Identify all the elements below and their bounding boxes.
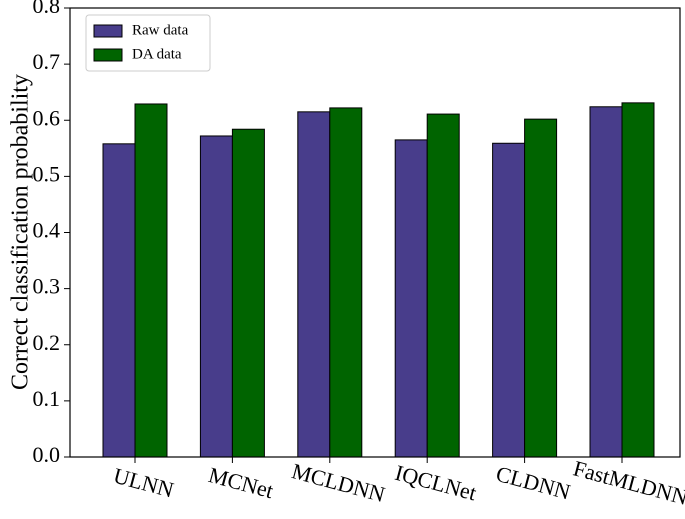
y-tick-label: 0.3 bbox=[33, 274, 61, 299]
y-tick-label: 0.7 bbox=[33, 49, 61, 74]
plot-frame bbox=[69, 7, 681, 458]
bar bbox=[199, 135, 233, 458]
y-axis-label: Correct classification probability bbox=[8, 74, 34, 390]
x-tick-label: FastMLDNN bbox=[571, 455, 685, 510]
bar bbox=[492, 142, 526, 458]
bar bbox=[297, 111, 331, 458]
x-tick-label: CLDNN bbox=[493, 461, 573, 505]
bar bbox=[524, 118, 558, 458]
y-tick-label: 0.1 bbox=[33, 386, 61, 411]
y-tick-label: 0.5 bbox=[33, 161, 61, 186]
x-tick-label: ULNN bbox=[111, 463, 177, 503]
bar bbox=[102, 143, 136, 458]
x-tick-label: IQCLNet bbox=[392, 460, 479, 506]
bar bbox=[394, 139, 428, 458]
y-tick-label: 0.0 bbox=[33, 442, 61, 467]
legend-label: DA data bbox=[132, 46, 182, 62]
y-tick-label: 0.6 bbox=[33, 105, 61, 130]
y-tick-label: 0.8 bbox=[33, 0, 61, 18]
legend-label: Raw data bbox=[132, 22, 189, 38]
bar bbox=[329, 107, 363, 458]
bar bbox=[231, 128, 265, 458]
bar bbox=[426, 113, 460, 458]
y-tick-label: 0.2 bbox=[33, 330, 61, 355]
bar bbox=[134, 103, 168, 458]
legend-swatch bbox=[93, 24, 123, 38]
bar bbox=[621, 102, 655, 458]
legend-swatch bbox=[93, 48, 123, 62]
bar bbox=[589, 106, 623, 458]
x-tick-label: MCLDNN bbox=[289, 458, 388, 507]
y-tick-label: 0.4 bbox=[33, 218, 61, 243]
x-tick-label: MCNet bbox=[206, 462, 276, 503]
